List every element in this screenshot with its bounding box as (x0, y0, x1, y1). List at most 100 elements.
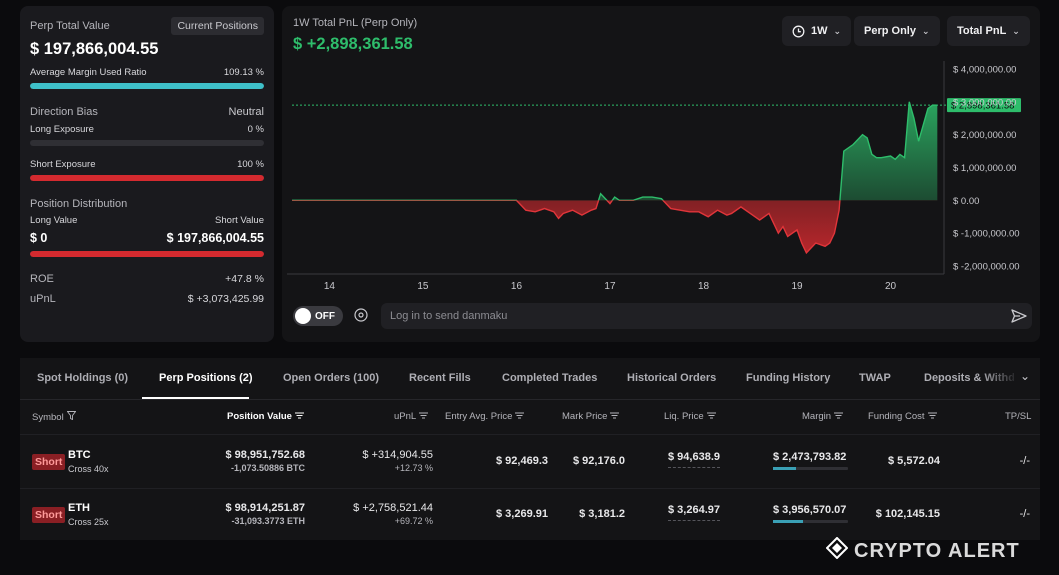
position-value-cell: $ 98,914,251.87 -31,093.3773 ETH (225, 502, 305, 526)
side-badge: Short (32, 454, 66, 470)
positive-pnl-line (292, 101, 938, 201)
upnl-percent: +69.72 % (394, 516, 433, 526)
position-size: -31,093.3773 ETH (231, 516, 305, 526)
sort-icon (834, 411, 844, 422)
watermark: CRYPTO ALERT (825, 536, 1020, 565)
symbol-cell[interactable]: BTC Cross 40x (68, 449, 109, 474)
filter-icon[interactable] (66, 411, 77, 423)
active-tab-underline (142, 397, 249, 399)
position-value: $ 98,951,752.68 (225, 449, 305, 461)
tab-funding-history[interactable]: Funding History (746, 372, 831, 384)
sort-icon (610, 411, 620, 422)
x-tick-label: 16 (511, 281, 523, 292)
margin-ratio-label: Average Margin Used Ratio (30, 67, 147, 78)
symbol-name: BTC (68, 449, 91, 461)
danmaku-settings-icon[interactable] (353, 307, 369, 323)
col-symbol[interactable]: Symbol (32, 411, 77, 423)
short-exposure-label: Short Exposure (30, 159, 96, 170)
position-distribution-bar (30, 251, 264, 257)
danmaku-toggle[interactable]: OFF (293, 306, 343, 326)
negative-area-group (292, 200, 841, 255)
leverage-label: Cross 40x (68, 464, 109, 474)
col-mark-price-label: Mark Price (562, 411, 608, 422)
col-upnl[interactable]: uPnL (394, 411, 429, 422)
perp-positions-table: Symbol Position Value uPnL Entry Avg. Pr… (20, 400, 1040, 540)
col-liq-price[interactable]: Liq. Price (664, 411, 716, 422)
scope-dropdown[interactable]: Perp Only ⌄ (854, 16, 940, 46)
long-value: $ 0 (30, 231, 48, 245)
col-entry-price-label: Entry Avg. Price (445, 411, 513, 422)
tpsl-value[interactable]: -/- (1019, 508, 1030, 520)
perp-total-value: $ 197,866,004.55 (30, 40, 159, 58)
pnl-chart: $ 2,898,361.58 $ 4,000,000.00 $ 3,000,000.… (287, 61, 1021, 292)
margin-usage-bar (773, 520, 848, 523)
symbol-cell[interactable]: ETH Cross 25x (68, 502, 109, 527)
current-value-label: $ 2,898,361.58 (951, 101, 1014, 112)
mark-price: $ 3,181.2 (579, 508, 625, 520)
funding-cost: $ 102,145.15 (875, 508, 940, 520)
metric-dropdown-label: Total PnL (957, 25, 1007, 37)
tab-spot-holdings[interactable]: Spot Holdings (0) (37, 372, 129, 384)
col-position-value[interactable]: Position Value (227, 411, 304, 422)
perp-total-label: Perp Total Value (30, 20, 110, 32)
col-mark-price[interactable]: Mark Price (562, 411, 620, 422)
roe-label: ROE (30, 273, 54, 285)
y-tick-label: $ 4,000,000.00 (953, 65, 1016, 76)
chevron-down-icon[interactable]: ⌄ (1020, 369, 1031, 383)
perp-summary-card: Perp Total Value Current Positions $ 197… (20, 6, 274, 342)
sort-icon (927, 411, 937, 422)
upnl-value: $ +3,073,425.99 (187, 293, 264, 305)
clock-icon (792, 25, 805, 38)
entry-price: $ 92,469.3 (496, 455, 548, 467)
current-positions-button[interactable]: Current Positions (171, 17, 264, 35)
watermark-text: CRYPTO ALERT (854, 539, 1020, 562)
tab-twap[interactable]: TWAP (859, 372, 891, 384)
send-icon[interactable] (1010, 307, 1028, 328)
period-dropdown[interactable]: 1W ⌄ (782, 16, 852, 46)
margin-ratio-bar (30, 83, 264, 89)
mark-price: $ 92,176.0 (573, 455, 625, 467)
entry-price: $ 3,269.91 (496, 508, 548, 520)
short-exposure-value: 100 % (237, 159, 264, 170)
col-entry-price[interactable]: Entry Avg. Price (445, 411, 525, 422)
row-divider (20, 488, 1040, 489)
x-tick-label: 15 (417, 281, 429, 292)
tab-open-orders[interactable]: Open Orders (100) (283, 372, 379, 384)
col-funding-cost[interactable]: Funding Cost (868, 411, 937, 422)
period-dropdown-label: 1W (811, 25, 828, 37)
short-exposure-bar-fill (30, 175, 264, 181)
margin-value: $ 3,956,570.07 (773, 504, 847, 516)
y-tick-label: $ 2,000,000.00 (953, 130, 1016, 141)
symbol-name: ETH (68, 502, 90, 514)
short-exposure-bar (30, 175, 264, 181)
upnl-cell: $ +2,758,521.44 +69.72 % (353, 502, 433, 526)
liq-price-cell: $ 3,264.97 (668, 504, 720, 521)
liq-price-cell: $ 94,638.9 (668, 451, 720, 468)
col-upnl-label: uPnL (394, 411, 417, 422)
metric-dropdown[interactable]: Total PnL ⌄ (947, 16, 1030, 46)
positive-area-group (292, 101, 938, 201)
col-position-value-label: Position Value (227, 411, 292, 422)
negative-pnl-line (292, 200, 841, 255)
chart-pnl-value: $ +2,898,361.58 (293, 35, 413, 53)
y-tick-label: $ 0.00 (953, 196, 979, 207)
chevron-down-icon: ⌄ (1012, 25, 1020, 36)
tpsl-value[interactable]: -/- (1019, 455, 1030, 467)
margin-usage-fill (773, 467, 796, 470)
positions-tabs: Spot Holdings (0) Perp Positions (2) Ope… (20, 358, 1040, 400)
danmaku-input[interactable]: Log in to send danmaku (381, 303, 1032, 329)
y-tick-label: $ 3,000,000.00 (953, 97, 1016, 108)
direction-bias-label: Direction Bias (30, 106, 98, 118)
tab-completed-trades[interactable]: Completed Trades (502, 372, 598, 384)
tab-perp-positions[interactable]: Perp Positions (2) (159, 372, 253, 384)
short-value-label: Short Value (215, 215, 264, 226)
long-exposure-bar (30, 140, 264, 146)
position-distribution-short-fill (30, 251, 264, 257)
tab-historical-orders[interactable]: Historical Orders (627, 372, 717, 384)
x-tick-label: 20 (885, 281, 897, 292)
col-margin[interactable]: Margin (802, 411, 844, 422)
position-size: -1,073.50886 BTC (230, 463, 305, 473)
upnl-value: $ +314,904.55 (362, 449, 433, 461)
tab-recent-fills[interactable]: Recent Fills (409, 372, 471, 384)
pnl-chart-card: 1W Total PnL (Perp Only) $ +2,898,361.58… (282, 6, 1040, 342)
